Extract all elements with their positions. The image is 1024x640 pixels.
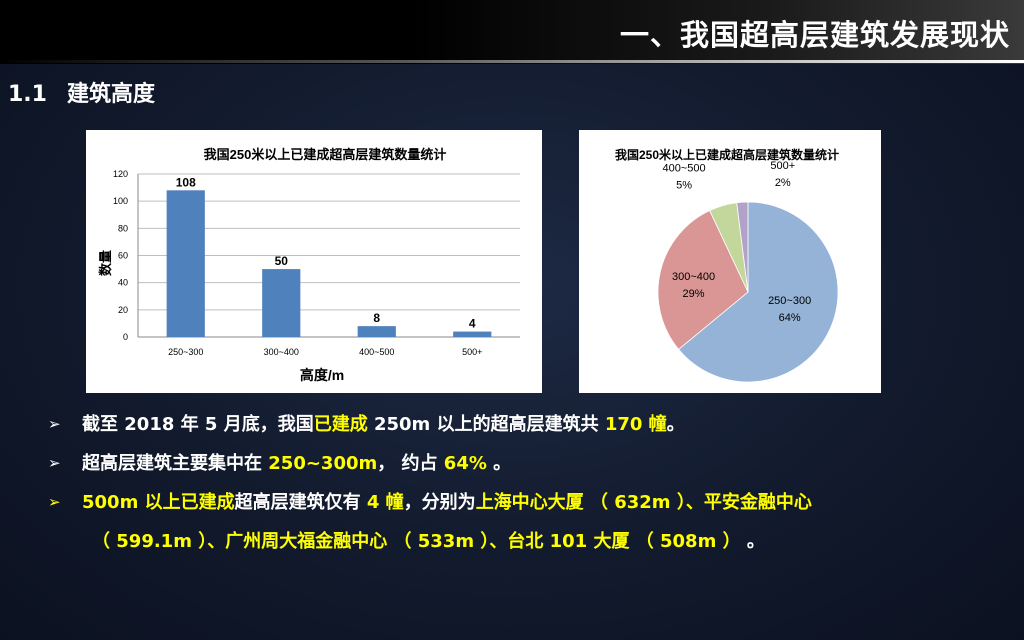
bar bbox=[357, 326, 396, 337]
bar-chart-title: 我国250米以上已建成超高层建筑数量统计 bbox=[204, 147, 447, 162]
bullet-arrow-icon: ➢ bbox=[48, 415, 61, 433]
bullet-highlight: 500m 以上已建成 bbox=[82, 492, 235, 513]
pie-slice-label: 250~300 bbox=[768, 295, 811, 307]
pie-slice-percent: 64% bbox=[779, 312, 801, 324]
title-underline bbox=[0, 60, 1024, 63]
bullet-text: 。 bbox=[740, 531, 765, 552]
y-tick-label: 80 bbox=[118, 223, 128, 233]
bullet-item: ➢ 截至 2018 年 5 月底，我国已建成 250m 以上的超高层建筑共 170… bbox=[48, 405, 1008, 444]
bullet-highlight: 4 幢 bbox=[366, 492, 404, 513]
y-tick-label: 20 bbox=[118, 305, 128, 315]
bar-chart-x-axis-label: 高度/m bbox=[300, 367, 344, 383]
pie-slice-percent: 29% bbox=[683, 288, 705, 300]
bullet-text: ，分别为 bbox=[403, 492, 476, 513]
bar-chart: 我国250米以上已建成超高层建筑数量统计 数量 高度/m 0 20 40 60 80 10… bbox=[98, 147, 520, 383]
pie-chart-title: 我国250米以上已建成超高层建筑数量统计 bbox=[615, 147, 839, 162]
section-heading: 1.1 建筑高度 bbox=[8, 76, 155, 108]
title-bar: 一、我国超高层建筑发展现状 bbox=[0, 0, 1024, 64]
bar-value-label: 4 bbox=[469, 317, 476, 331]
bullet-arrow-icon: ➢ bbox=[48, 493, 61, 511]
bullet-highlight: （ 599.1m ）、广州周大福金融中心 （ 533m ）、台北 101 大厦 … bbox=[92, 531, 741, 552]
bullet-text: 超高层建筑主要集中在 bbox=[82, 453, 269, 474]
y-tick-label: 0 bbox=[123, 332, 128, 342]
pie-slice-percent: 2% bbox=[775, 177, 791, 189]
pie-slice bbox=[678, 201, 839, 383]
pie-slice-label: 500+ bbox=[770, 160, 795, 172]
pie-slice bbox=[736, 201, 749, 293]
y-tick-label: 60 bbox=[118, 251, 128, 261]
x-tick-label: 300~400 bbox=[264, 347, 299, 357]
pie-slice-percent: 5% bbox=[676, 179, 692, 191]
bullet-text: 截至 2018 年 5 月底，我国 bbox=[82, 414, 314, 435]
x-tick-label: 500+ bbox=[462, 347, 482, 357]
bullet-text: 250m 以上的超高层建筑共 bbox=[367, 414, 605, 435]
bar bbox=[453, 331, 492, 337]
pie-chart-panel: 我国250米以上已建成超高层建筑数量统计 250~300 64% 300~400 29… bbox=[579, 130, 881, 393]
bar-chart-panel: 我国250米以上已建成超高层建筑数量统计 数量 高度/m 0 20 40 60 80 10… bbox=[86, 130, 542, 393]
bar-value-label: 50 bbox=[275, 254, 289, 268]
x-tick-label: 400~500 bbox=[359, 347, 394, 357]
bullet-highlight: 250~300m bbox=[268, 453, 378, 474]
page-title: 一、我国超高层建筑发展现状 bbox=[619, 18, 1010, 52]
x-tick-label: 250~300 bbox=[168, 347, 203, 357]
y-tick-label: 120 bbox=[113, 169, 128, 179]
bullet-text: ， 约占 bbox=[377, 453, 444, 474]
bullet-text: 超高层建筑仅有 bbox=[234, 492, 367, 513]
bar-chart-y-axis-label: 数量 bbox=[98, 250, 113, 276]
bullet-highlight: 上海中心大厦 （ 632m ）、平安金融中心 bbox=[475, 492, 812, 513]
y-tick-label: 40 bbox=[118, 278, 128, 288]
pie-chart: 我国250米以上已建成超高层建筑数量统计 250~300 64% 300~400 29… bbox=[615, 147, 839, 383]
bar-value-label: 8 bbox=[373, 311, 380, 325]
bullet-item: ➢ 超高层建筑主要集中在 250~300m， 约占 64% 。 bbox=[48, 444, 1008, 483]
bullet-highlight: 64% bbox=[443, 453, 487, 474]
pie-slice-label: 300~400 bbox=[672, 271, 715, 283]
section-title: 建筑高度 bbox=[66, 82, 155, 107]
section-number: 1.1 bbox=[8, 82, 47, 107]
pie-slice-label: 400~500 bbox=[663, 162, 706, 174]
bar bbox=[262, 269, 301, 337]
y-tick-label: 100 bbox=[113, 196, 128, 206]
bullet-item: ➢ 500m 以上已建成超高层建筑仅有 4 幢，分别为上海中心大厦 （ 632m … bbox=[48, 483, 1008, 561]
bullet-highlight: 已建成 bbox=[313, 414, 368, 435]
pie-slice bbox=[657, 210, 749, 350]
bar-value-label: 108 bbox=[176, 175, 196, 189]
bar bbox=[166, 190, 205, 337]
bullet-arrow-icon: ➢ bbox=[48, 454, 61, 472]
bullet-text: 。 bbox=[666, 414, 685, 435]
bullet-text: 。 bbox=[486, 453, 512, 474]
bullet-highlight: 170 幢 bbox=[604, 414, 667, 435]
bullet-list: ➢ 截至 2018 年 5 月底，我国已建成 250m 以上的超高层建筑共 170… bbox=[48, 405, 1008, 561]
